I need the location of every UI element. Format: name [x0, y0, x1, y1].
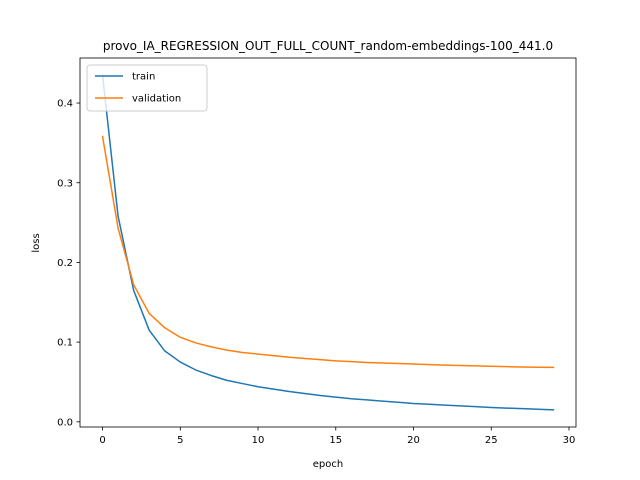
chart-title: provo_IA_REGRESSION_OUT_FULL_COUNT_rando…: [103, 39, 553, 53]
y-tick-label: 0.4: [57, 99, 73, 110]
legend-label-train: train: [132, 72, 155, 83]
legend-label-validation: validation: [132, 94, 181, 105]
series-line-validation: [101, 135, 555, 369]
y-axis-label: loss: [31, 233, 42, 252]
series-line-train: [101, 74, 555, 411]
y-tick-label: 0.0: [57, 417, 73, 428]
plot-area: [80, 58, 576, 427]
x-tick-label: 10: [252, 435, 265, 446]
series-layer: [101, 74, 555, 411]
legend: train validation: [86, 64, 208, 112]
x-tick-label: 30: [563, 435, 576, 446]
x-tick-label: 5: [177, 435, 183, 446]
y-tick-label: 0.2: [57, 258, 73, 269]
y-tick-label: 0.3: [57, 178, 73, 189]
x-tick-label: 25: [485, 435, 498, 446]
y-tick-label: 0.1: [57, 338, 73, 349]
x-tick-label: 0: [99, 435, 105, 446]
ticks-layer: 0 5 10 15 20 25 30 0.0 0.1 0.2 0.3 0.4: [57, 99, 575, 446]
x-tick-label: 15: [329, 435, 342, 446]
x-tick-label: 20: [407, 435, 420, 446]
plot-frame: [79, 57, 577, 428]
x-axis-label: epoch: [313, 459, 343, 470]
